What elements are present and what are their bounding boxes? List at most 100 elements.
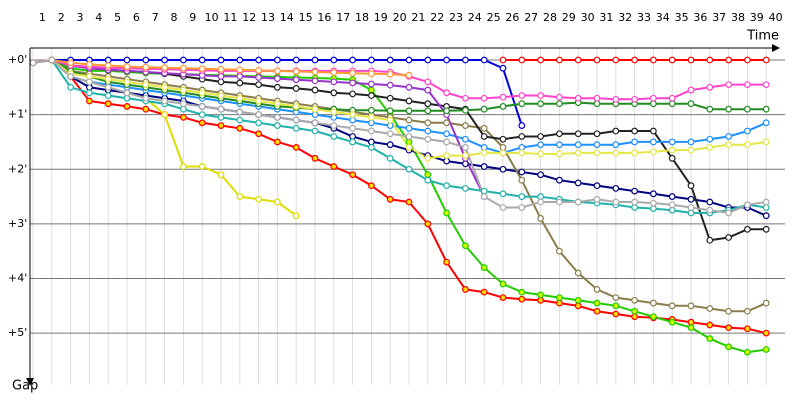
data-point xyxy=(443,130,451,138)
x-tick-label: 12 xyxy=(242,11,256,24)
data-point xyxy=(311,127,319,135)
data-point xyxy=(424,107,432,115)
data-point xyxy=(725,133,733,140)
data-point xyxy=(123,94,131,102)
series-line xyxy=(32,58,767,217)
data-point xyxy=(142,94,150,102)
data-point xyxy=(706,305,714,312)
data-point xyxy=(386,130,394,138)
data-point xyxy=(668,206,676,214)
data-point xyxy=(198,163,206,170)
data-point xyxy=(668,154,676,162)
series-line xyxy=(32,58,767,160)
data-point xyxy=(687,56,695,64)
data-point xyxy=(537,198,545,206)
data-point xyxy=(518,122,526,129)
data-point xyxy=(556,93,563,101)
data-point xyxy=(330,89,338,97)
data-point xyxy=(650,94,657,102)
data-point xyxy=(424,56,432,64)
data-point xyxy=(217,122,225,129)
data-point xyxy=(499,93,507,101)
x-tick-label: 28 xyxy=(543,11,557,24)
data-point xyxy=(744,56,751,64)
x-tick-label: 18 xyxy=(355,11,369,24)
data-point xyxy=(518,204,526,211)
data-point xyxy=(612,127,620,135)
data-point xyxy=(518,168,526,176)
x-tick-label: 30 xyxy=(581,11,595,24)
data-point xyxy=(349,79,357,87)
data-point xyxy=(593,149,601,157)
data-point xyxy=(744,325,751,333)
data-point xyxy=(762,299,770,307)
data-point xyxy=(537,150,545,158)
data-point xyxy=(255,66,263,74)
data-point xyxy=(518,133,526,140)
data-point xyxy=(650,127,657,135)
data-point xyxy=(443,182,451,190)
x-tick-label: 26 xyxy=(505,11,519,24)
data-point xyxy=(104,100,112,108)
data-point xyxy=(499,144,507,151)
x-tick-label: 16 xyxy=(317,11,331,24)
data-point xyxy=(349,69,357,77)
data-point xyxy=(330,69,338,76)
data-point xyxy=(274,113,281,121)
data-point xyxy=(405,107,413,115)
data-point xyxy=(104,92,112,99)
data-point xyxy=(480,124,488,132)
y-tick-label: +5' xyxy=(8,326,27,339)
data-point xyxy=(405,133,413,140)
data-point xyxy=(687,146,695,154)
data-point xyxy=(462,106,469,114)
data-point xyxy=(424,176,432,184)
x-tick-label: 14 xyxy=(280,11,294,24)
data-point xyxy=(612,184,620,192)
data-point xyxy=(631,149,639,157)
data-point xyxy=(386,195,394,203)
data-point xyxy=(330,78,338,86)
data-point xyxy=(631,56,639,64)
data-point xyxy=(556,176,563,184)
data-point xyxy=(762,204,770,211)
data-point xyxy=(537,291,545,299)
data-point xyxy=(462,242,469,250)
data-point xyxy=(574,141,582,149)
data-point xyxy=(574,94,582,102)
data-point xyxy=(443,152,451,159)
data-point xyxy=(255,130,263,138)
data-point xyxy=(274,75,281,82)
data-point xyxy=(236,108,244,116)
data-point xyxy=(631,95,639,103)
data-point xyxy=(443,119,451,127)
data-point xyxy=(311,56,319,64)
data-point xyxy=(762,346,770,353)
data-point xyxy=(480,288,488,296)
data-point xyxy=(537,171,545,179)
data-point xyxy=(292,116,300,124)
data-point xyxy=(462,94,469,102)
series-line xyxy=(32,58,767,214)
data-point xyxy=(537,215,545,222)
data-point xyxy=(330,108,338,116)
data-point xyxy=(480,56,488,64)
x-tick-label: 5 xyxy=(114,11,121,24)
data-point xyxy=(556,141,563,149)
series-line xyxy=(32,58,767,112)
data-point xyxy=(480,94,488,102)
data-point xyxy=(330,133,338,140)
data-point xyxy=(368,56,375,64)
data-point xyxy=(386,122,394,129)
data-point xyxy=(537,92,545,99)
data-point xyxy=(537,133,545,140)
data-point xyxy=(725,209,733,217)
data-point xyxy=(405,124,413,132)
data-point xyxy=(706,335,714,342)
x-tick-label: 13 xyxy=(261,11,275,24)
data-point xyxy=(537,141,545,149)
data-point xyxy=(424,100,432,108)
data-point xyxy=(593,195,601,203)
data-point xyxy=(368,92,375,99)
data-point xyxy=(424,119,432,127)
